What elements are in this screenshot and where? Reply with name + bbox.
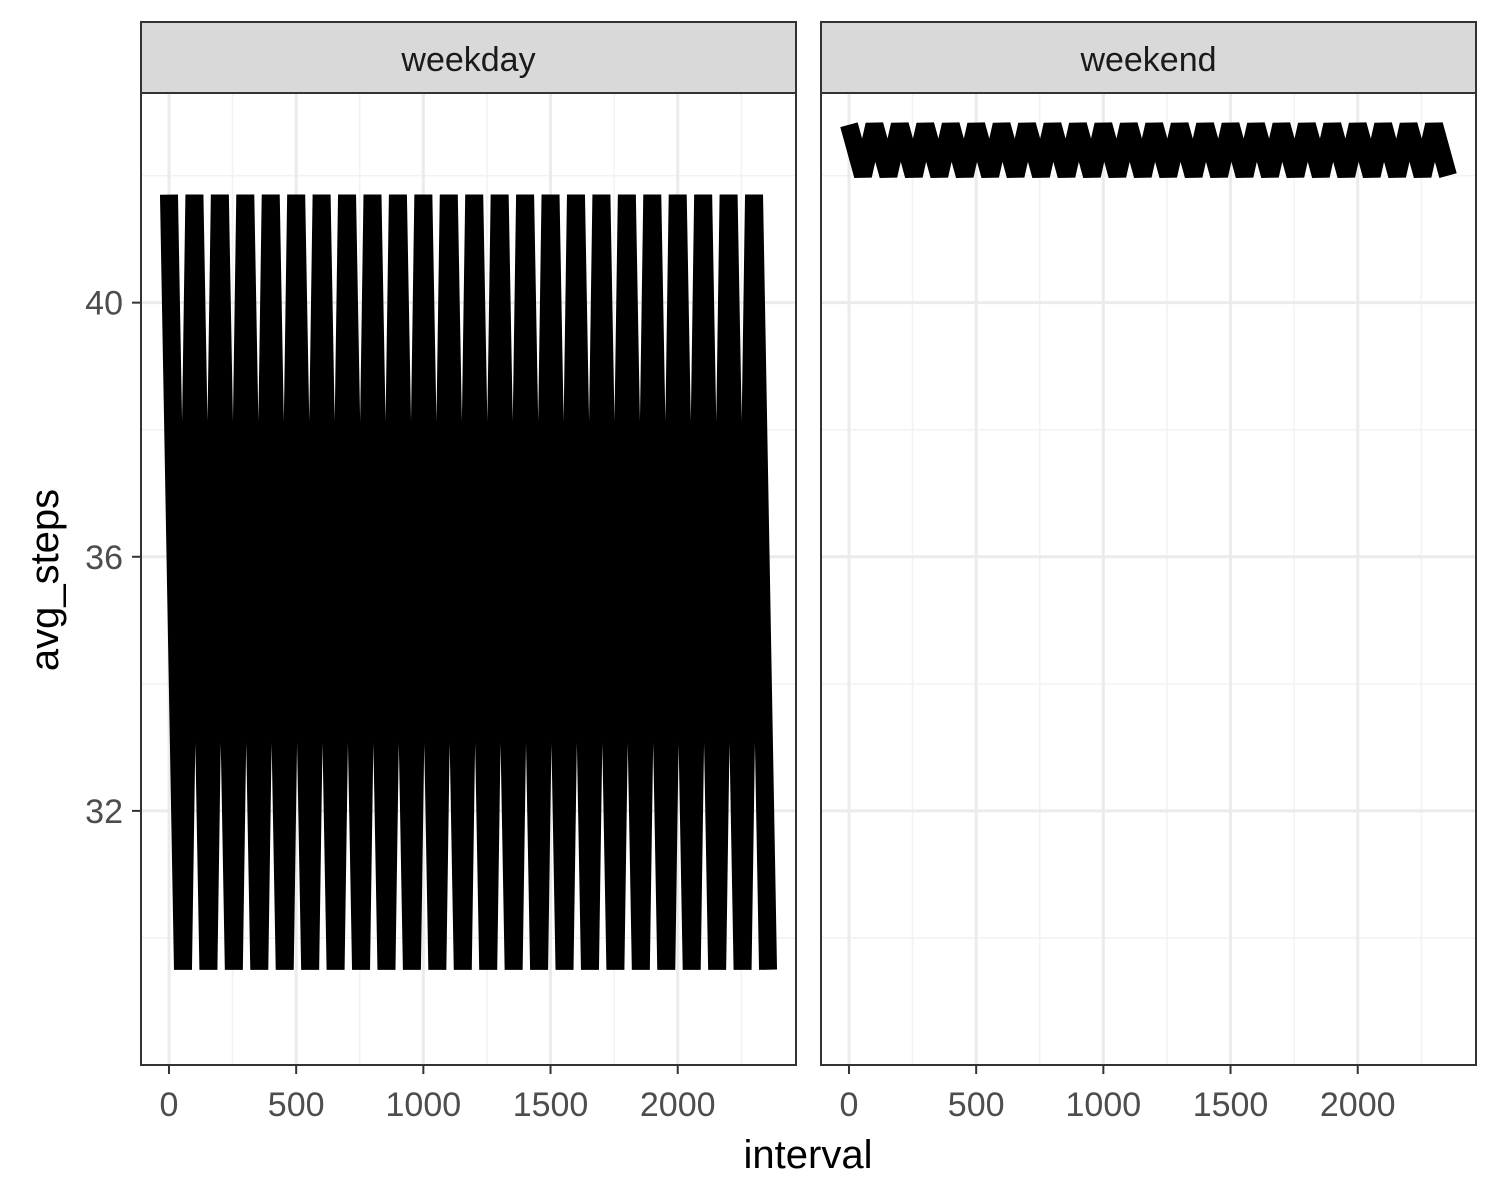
- y-tick-label: 36: [85, 539, 123, 577]
- x-tick-label: 1500: [513, 1086, 589, 1124]
- x-tick-label: 500: [268, 1086, 325, 1124]
- x-tick-label: 0: [160, 1086, 179, 1124]
- x-axis-title: interval: [744, 1133, 873, 1177]
- y-axis: 32 36 40: [85, 285, 141, 831]
- panel-border: [140, 92, 797, 1066]
- panel-background: [821, 93, 1476, 1065]
- strip-label: weekday: [400, 41, 535, 79]
- x-tick-label: 2000: [1320, 1086, 1396, 1124]
- x-tick-label: 0: [840, 1086, 859, 1124]
- facet-panel-weekend: weekend 0 500 1000 1500 2000: [820, 21, 1477, 1124]
- x-tick-label: 1500: [1193, 1086, 1269, 1124]
- series-line-weekday: [159, 194, 778, 970]
- x-tick-label: 1000: [1066, 1086, 1142, 1124]
- x-tick-label: 2000: [640, 1086, 716, 1124]
- series-line-weekend: [840, 122, 1457, 178]
- facet-panel-weekday: weekday 0 500 1000 1500 2000: [140, 21, 797, 1124]
- panel-border: [820, 92, 1477, 1066]
- y-tick-label: 40: [85, 285, 123, 323]
- x-tick-label: 1000: [386, 1086, 462, 1124]
- strip-label: weekend: [1079, 41, 1216, 79]
- y-tick-label: 32: [85, 793, 123, 831]
- y-axis-title: avg_steps: [23, 489, 67, 671]
- x-tick-label: 500: [948, 1086, 1005, 1124]
- strip-background: [140, 21, 797, 94]
